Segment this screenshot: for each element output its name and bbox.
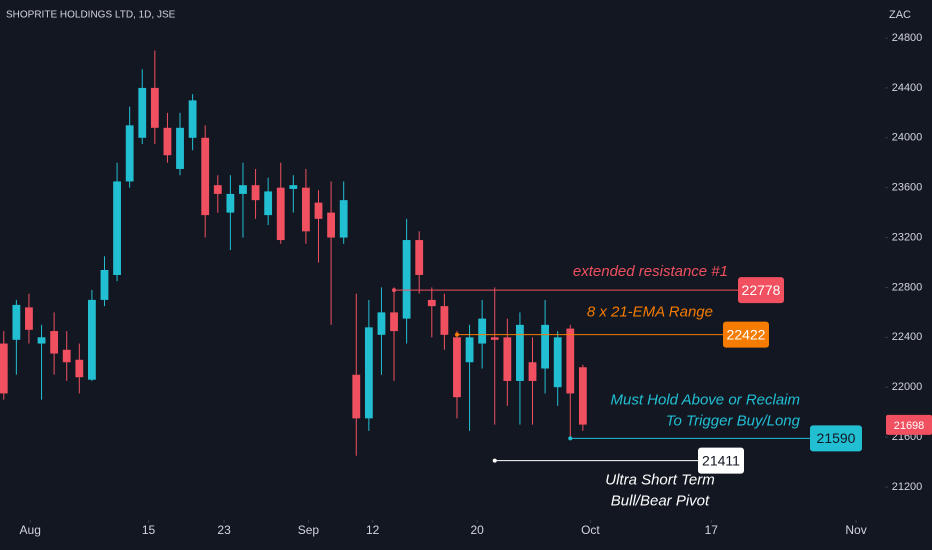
level-label: 22778: [742, 282, 781, 298]
candle-body: [62, 349, 71, 363]
candle-body: [239, 185, 247, 194]
y-tick-label: 23200: [892, 231, 923, 243]
candle-body: [276, 187, 285, 241]
y-tick-label: 24800: [892, 32, 923, 44]
candle-body: [528, 362, 537, 381]
x-tick-label: Sep: [298, 523, 320, 537]
candle-body: [100, 269, 109, 300]
candle-body: [75, 359, 84, 378]
candle-body: [553, 337, 562, 388]
candle-body: [390, 312, 398, 332]
y-tick-label: 24000: [892, 132, 923, 144]
candle-body: [516, 324, 524, 381]
level-label: 21411: [702, 452, 740, 468]
y-tick-label: 22400: [892, 331, 923, 343]
y-tick-label: 21200: [892, 481, 923, 493]
candle-body: [478, 318, 487, 344]
last-price-box: [886, 414, 932, 435]
candle-body: [465, 337, 474, 363]
candle-body: [251, 185, 260, 201]
level-box: [738, 277, 784, 304]
last-price-label: 21698: [894, 420, 925, 432]
candle-body: [327, 212, 335, 238]
candle-body: [125, 125, 134, 182]
candle-body: [314, 202, 323, 219]
candle-body: [289, 185, 298, 189]
level-note: Bull/Bear Pivot: [611, 493, 710, 510]
candle-body: [453, 337, 461, 398]
candle-body: [415, 240, 424, 275]
candle-body: [402, 240, 411, 319]
candle-body: [339, 200, 348, 238]
candle-body: [364, 327, 373, 419]
currency: ZAC: [889, 9, 911, 21]
candle-body: [213, 185, 222, 194]
candle-body: [427, 299, 436, 307]
candle-body: [302, 187, 310, 232]
candle-body: [566, 328, 575, 394]
candle-body: [0, 343, 8, 394]
y-tick-label: 24400: [892, 82, 923, 94]
x-tick-label: 15: [142, 523, 156, 537]
level-anchor: [568, 436, 573, 441]
x-tick-label: 17: [705, 523, 719, 537]
candle-body: [176, 127, 184, 169]
candle-body: [87, 299, 96, 380]
candle-body: [226, 193, 235, 213]
candle-body: [50, 331, 59, 354]
candle-body: [25, 307, 33, 330]
x-tick-label: 12: [366, 523, 380, 537]
candle-body: [37, 337, 46, 344]
candle-body: [201, 137, 210, 216]
candle-body: [163, 127, 172, 156]
candle-body: [541, 324, 550, 369]
level-note: Must Hold Above or Reclaim: [610, 391, 800, 408]
x-tick-label: 23: [217, 523, 231, 537]
level-label: 22422: [727, 326, 766, 342]
level-note: To Trigger Buy/Long: [666, 412, 801, 429]
y-tick-label: 23600: [892, 182, 923, 194]
y-tick-label: 22000: [892, 381, 923, 393]
candle-body: [12, 304, 21, 340]
candle-body: [188, 100, 197, 138]
level-box: [810, 425, 862, 452]
candle-body: [113, 181, 121, 275]
level-anchor: [454, 332, 459, 337]
candle-body: [352, 374, 361, 419]
level-box: [698, 447, 744, 474]
level-note: Ultra Short Term: [605, 472, 714, 489]
candle-body: [377, 312, 386, 335]
level-anchor: [392, 288, 397, 293]
level-label: 21590: [817, 430, 856, 446]
x-tick-label: Nov: [845, 523, 866, 537]
chart-title: SHOPRITE HOLDINGS LTD, 1D, JSE: [6, 10, 176, 21]
candle-body: [138, 87, 147, 138]
x-tick-label: Oct: [581, 523, 600, 537]
candle-body: [264, 191, 273, 216]
x-tick-label: 20: [470, 523, 484, 537]
level-note: 8 x 21-EMA Range: [587, 304, 713, 321]
level-anchor: [492, 458, 497, 463]
candle-body: [578, 367, 587, 425]
level-box: [723, 321, 769, 348]
candle-body: [440, 306, 449, 335]
y-tick-label: 22800: [892, 281, 923, 293]
candle-body: [490, 337, 499, 340]
candle-body: [150, 87, 159, 128]
level-note: extended resistance #1: [573, 263, 728, 280]
x-tick-label: Aug: [20, 523, 41, 537]
candle-body: [503, 337, 512, 381]
